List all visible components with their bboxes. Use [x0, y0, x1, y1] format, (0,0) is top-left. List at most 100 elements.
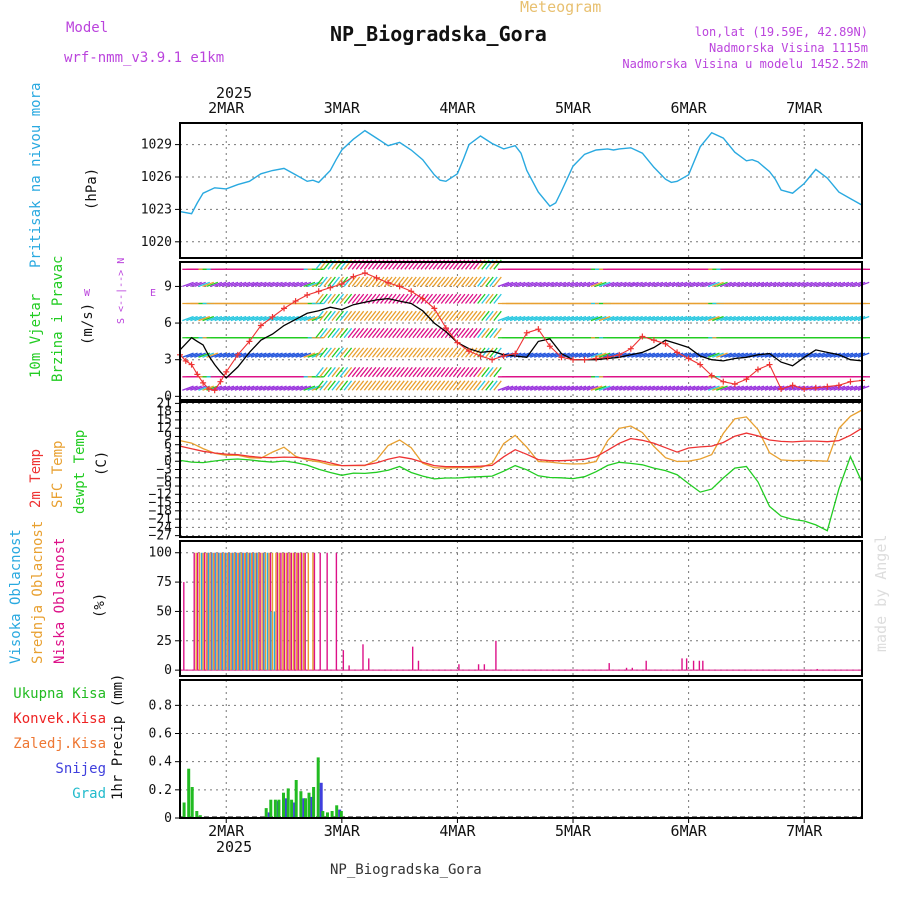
wind-barb — [401, 328, 408, 337]
wind-barb — [490, 381, 497, 390]
wind-barb — [466, 311, 473, 320]
wind-barb — [478, 381, 485, 390]
precip-legend-graupel: Grad — [72, 786, 106, 802]
wind-barb — [397, 311, 404, 320]
wind-barb — [344, 311, 351, 320]
wind-barb — [348, 348, 355, 357]
temp-label-2: SFC Temp — [50, 441, 66, 508]
precip-total-bar — [282, 793, 285, 818]
wind-gust-marker — [362, 270, 368, 276]
model-label: Model — [66, 20, 108, 36]
wind-barb — [324, 367, 331, 376]
wind-gust-line — [180, 273, 862, 390]
precip-total-bar — [299, 791, 302, 818]
wind-barb — [453, 294, 460, 303]
wind-barb — [397, 381, 404, 390]
wind-barb — [316, 367, 323, 376]
wind-barb — [364, 277, 371, 286]
wind-barb — [429, 328, 436, 337]
precip-total-bar — [183, 803, 186, 819]
wind-barb — [433, 381, 440, 390]
wind-barb — [397, 277, 404, 286]
x-tick-label-bottom: 4MAR — [439, 822, 476, 840]
wind-barb — [441, 348, 448, 357]
wind-barb — [482, 367, 490, 376]
wind-barb — [348, 311, 355, 320]
precip-total-bar — [340, 811, 343, 818]
wind-barb — [457, 294, 464, 303]
wind-barb — [316, 348, 323, 357]
wind-barb — [381, 381, 388, 390]
wind-barb — [486, 294, 493, 303]
wind-barb — [453, 367, 460, 376]
wind-barb — [413, 381, 420, 390]
wind-barb — [478, 367, 485, 376]
wind-barb — [429, 277, 436, 286]
wind-barb — [389, 367, 396, 376]
wind-barb — [405, 348, 412, 357]
wind-barb — [466, 294, 473, 303]
wind-barb — [328, 328, 335, 337]
wind-barb — [429, 367, 436, 376]
wind-barb — [417, 367, 424, 376]
wind-barb — [417, 381, 424, 390]
wind-barb — [461, 348, 468, 357]
wind-barb — [336, 294, 343, 303]
wind-barb — [360, 367, 367, 376]
wind-barb — [381, 328, 388, 337]
wind-barb — [348, 294, 355, 303]
wind-barb — [445, 367, 452, 376]
wind-barb — [328, 367, 335, 376]
wind-barb — [328, 311, 335, 320]
wind-barb — [328, 294, 335, 303]
wind-barb — [372, 381, 379, 390]
wind-barb — [413, 294, 420, 303]
wind-barb — [352, 348, 359, 357]
wind-barb — [474, 294, 481, 303]
wind-barb — [344, 381, 351, 390]
footer-station: NP_Biogradska_Gora — [330, 862, 482, 878]
wind-barb — [340, 367, 348, 376]
pressure-unit: (hPa) — [84, 168, 100, 210]
wind-barb — [417, 328, 424, 337]
wind-barb — [494, 367, 501, 376]
temp-label-3: dewpt Temp — [72, 430, 88, 514]
wind-barb — [437, 277, 445, 286]
wind-barb — [352, 311, 359, 320]
wind-barb — [461, 277, 468, 286]
wind-barb — [352, 381, 359, 390]
wind-barb — [474, 328, 481, 337]
wind-barb — [381, 348, 388, 357]
wind-barb — [340, 294, 348, 303]
wind-barb — [401, 381, 408, 390]
wind-barb — [368, 328, 375, 337]
wind-barb — [360, 381, 367, 390]
y-tick-label: 6 — [164, 316, 172, 331]
wind-barb — [372, 311, 379, 320]
elevation-label: Nadmorska Visina 1115m — [709, 41, 868, 55]
y-tick-label: 0.4 — [149, 755, 173, 770]
wind-barb — [364, 328, 371, 337]
precip-legend-total: Ukupna Kisa — [13, 686, 106, 702]
y-tick-label: 1026 — [141, 170, 172, 185]
wind-barb — [405, 381, 412, 390]
wind-compass-e: E — [150, 288, 156, 299]
temp-unit: (C) — [94, 451, 110, 476]
wind-barb — [474, 367, 481, 376]
wind-barb — [372, 328, 379, 337]
wind-barb — [368, 367, 375, 376]
wind-barb — [348, 381, 355, 390]
wind-barb — [344, 348, 351, 357]
wind-barb — [482, 381, 490, 390]
wind-barb — [433, 277, 440, 286]
y-tick-label: 0 — [164, 811, 172, 826]
y-tick-label: 1020 — [141, 235, 172, 250]
wind-barb — [364, 381, 371, 390]
year-top: 2025 — [216, 84, 252, 102]
wind-barb — [457, 348, 464, 357]
wind-barb — [393, 381, 401, 390]
y-tick-label: 3 — [164, 353, 172, 368]
wind-barb — [332, 381, 339, 390]
wind-barb — [421, 277, 428, 286]
